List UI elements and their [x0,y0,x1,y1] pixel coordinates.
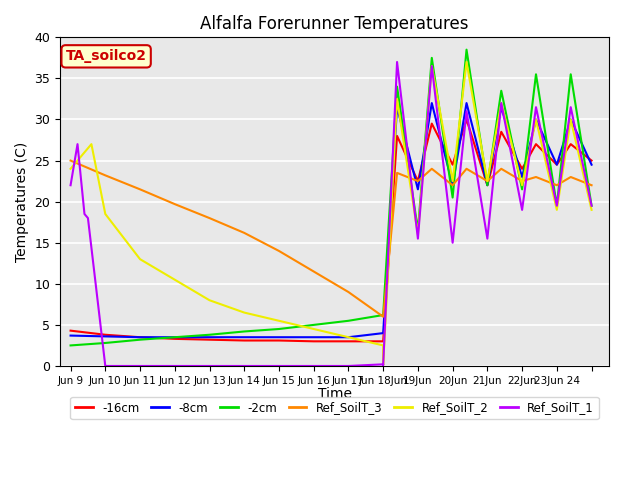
Y-axis label: Temperatures (C): Temperatures (C) [15,142,29,262]
Text: TA_soilco2: TA_soilco2 [66,49,147,63]
X-axis label: Time: Time [317,387,351,401]
Legend: -16cm, -8cm, -2cm, Ref_SoilT_3, Ref_SoilT_2, Ref_SoilT_1: -16cm, -8cm, -2cm, Ref_SoilT_3, Ref_Soil… [70,397,598,419]
Title: Alfalfa Forerunner Temperatures: Alfalfa Forerunner Temperatures [200,15,468,33]
